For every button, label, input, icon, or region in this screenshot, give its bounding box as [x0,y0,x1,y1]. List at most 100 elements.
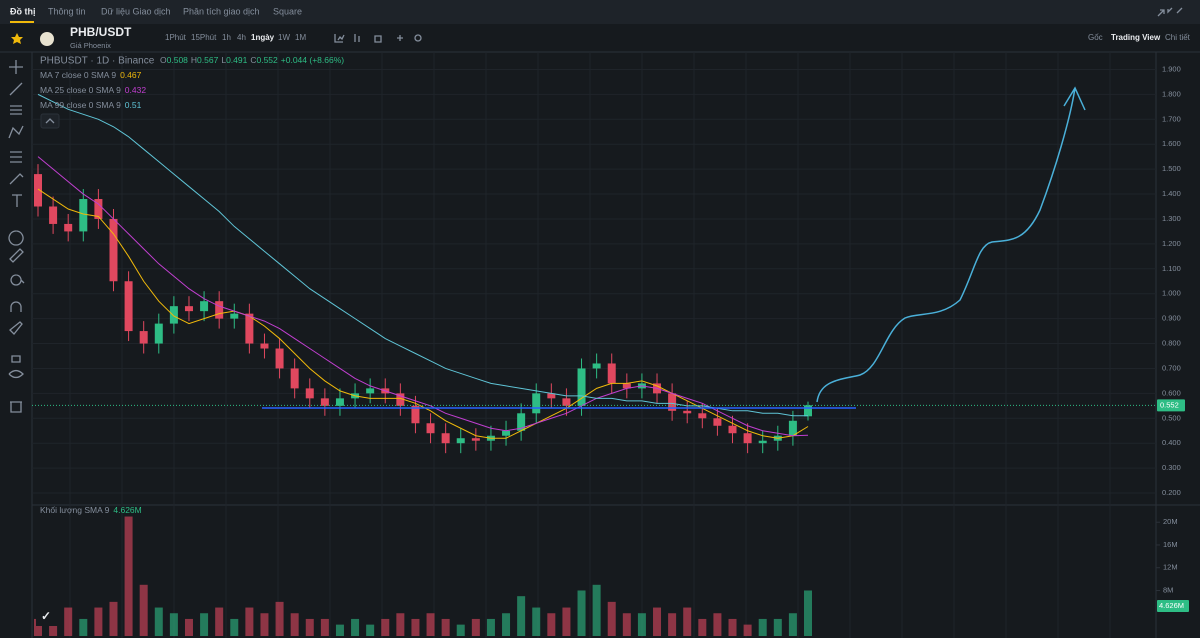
y-tick-label: 1.900 [1162,64,1181,73]
interval[interactable]: 1h [222,33,231,42]
last-price-tag [1157,399,1185,412]
volume-bar [713,613,722,636]
legend-name: MA 25 close 0 SMA 9 [40,85,121,95]
volume-bar [637,613,646,636]
candle-body [441,433,450,444]
candle-body [275,348,284,369]
toolbar-icons[interactable] [334,34,403,43]
candle-body [547,393,556,399]
volume-bar [64,607,73,636]
settings-icon[interactable] [414,34,422,42]
symbol-name[interactable]: Giá Phoenix [70,41,111,50]
view-option[interactable]: Chi tiết [1165,33,1191,42]
candle-body [64,223,73,232]
volume-sma-tag-label: 4.626M [1159,601,1184,610]
interval[interactable]: 1Phút [165,33,187,42]
candle-body [562,398,571,406]
ohlc-prefix: H [191,55,197,65]
tab[interactable]: Thông tin [48,6,86,16]
coin-icon [40,32,54,46]
favorite-star[interactable] [11,33,23,44]
candle-body [109,218,118,282]
volume-bar [94,607,103,636]
legend-value: 0.467 [120,70,142,80]
volume-bar [592,584,601,636]
volume-bar [139,584,148,636]
ohlc-prefix: L [221,55,226,65]
volume-legend: Khối lượng SMA 9 4.626M [40,505,142,515]
candle-body [320,398,329,406]
candle-body [788,420,797,436]
interval[interactable]: 4h [237,33,246,42]
chart: 0.200 0.300 0.400 0.500 0.600 0.700 0.800 0.900… [32,52,1189,638]
candle-body [335,398,344,406]
candle-body [245,313,254,344]
drawing-toolbar[interactable] [8,60,25,413]
volume-bar [502,613,511,636]
candle-body [532,393,541,414]
y-tick-label: 1.400 [1162,189,1181,198]
volume-bar [653,607,662,636]
interval[interactable]: 1ngày [251,33,275,42]
expand-icon[interactable] [1157,7,1183,17]
volume-bar [275,601,284,636]
tab[interactable]: Phân tích giao dịch [183,6,260,16]
volume-bar [79,618,88,636]
candle-body [517,413,526,431]
candle-body [290,368,299,389]
collapse-icon [45,118,55,124]
volume-bar [230,618,239,636]
volume-bar [743,624,752,636]
view-option[interactable]: Trading View [1111,33,1161,42]
candle-body [758,440,767,444]
volume-bar [788,613,797,636]
legend-name: MA 7 close 0 SMA 9 [40,70,116,80]
legend-value: 0.51 [125,100,142,110]
ohlc-value: 0.508 [167,55,189,65]
last-price-label: 0.552 [1160,400,1179,409]
volume-bar [34,618,42,636]
candle-body [713,418,722,426]
view-option[interactable]: Gốc [1088,33,1103,42]
y-tick-label: 0.400 [1162,438,1181,447]
interval[interactable]: 15Phút [191,33,217,42]
candle-body [411,405,420,424]
volume-bar [471,618,480,636]
candle-body [592,363,601,369]
candle-body [366,388,375,394]
ohlc-prefix: C [250,55,256,65]
volume-bar [607,601,616,636]
candle-body [804,405,812,417]
volume-bar [517,596,526,636]
candle-body [668,393,677,411]
ohlc-value: 0.567 [197,55,219,65]
volume-tick-label: 16M [1163,540,1178,549]
interval[interactable]: 1W [278,33,290,42]
chart-title: PHBUSDT · 1D · Binance [40,56,155,67]
candle-body [426,423,435,434]
volume-bar [305,618,314,636]
candle-body [260,343,269,349]
y-tick-label: 1.100 [1162,264,1181,273]
symbol[interactable]: PHB/USDT [70,25,132,39]
ma-line [37,93,808,417]
tab[interactable]: Square [273,6,302,16]
tab[interactable]: Đồ thị [10,6,36,16]
y-tick-label: 1.300 [1162,214,1181,223]
legend-entry: MA 7 close 0 SMA 9 0.467 [40,70,142,80]
interval[interactable]: 1M [295,33,306,42]
candle-body [139,331,148,344]
candle-body [79,199,88,232]
legend-value: 0.432 [125,85,147,95]
y-tick-label: 1.200 [1162,239,1181,248]
y-tick-label: 0.900 [1162,314,1181,323]
collapse-button[interactable] [40,113,60,129]
volume-bar [577,590,586,636]
legend-entry: MA 25 close 0 SMA 9 0.432 [40,85,146,95]
y-tick-label: 0.200 [1162,488,1181,497]
candle-body [94,199,103,219]
volume-title: Khối lượng SMA 9 [40,505,110,515]
y-tick-label: 0.300 [1162,463,1181,472]
tab[interactable]: Dữ liệu Giao dịch [101,6,171,16]
volume-bar [773,618,782,636]
